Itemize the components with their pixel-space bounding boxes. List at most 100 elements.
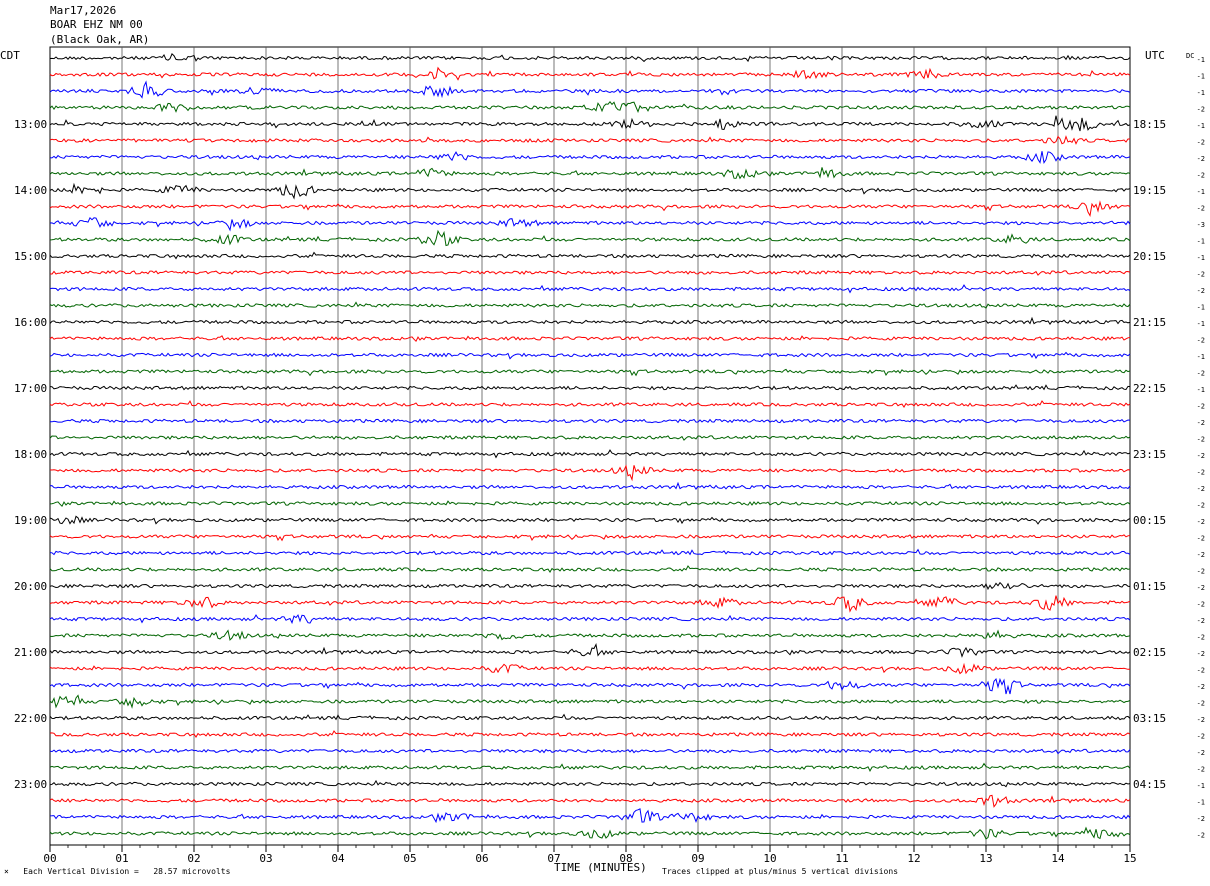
- dc-offset-label: -1: [1197, 386, 1205, 394]
- dc-offset-label: -2: [1197, 832, 1205, 840]
- seismic-trace: [50, 418, 1131, 424]
- dc-offset-label: -2: [1197, 568, 1205, 576]
- dc-offset-label: -2: [1197, 271, 1205, 279]
- dc-offset-label: -2: [1197, 518, 1205, 526]
- seismic-trace: [49, 115, 1131, 132]
- dc-offset-label: -2: [1197, 106, 1205, 114]
- dc-offset-label: -2: [1197, 139, 1205, 147]
- right-hour-label: 22:15: [1133, 382, 1166, 395]
- station-location: (Black Oak, AR): [50, 33, 150, 46]
- seismic-trace: [49, 533, 1131, 542]
- seismic-trace: [49, 229, 1131, 247]
- left-hour-label: 23:00: [14, 778, 47, 791]
- x-axis-title: TIME (MINUTES): [554, 861, 647, 874]
- left-timezone-label: CDT: [0, 49, 20, 62]
- dc-offset-label: -2: [1197, 403, 1205, 411]
- x-tick-label: 13: [979, 852, 992, 865]
- seismic-trace: [49, 464, 1131, 482]
- left-hour-label: 15:00: [14, 250, 47, 263]
- seismic-trace: [49, 182, 1131, 200]
- seismic-trace: [49, 694, 1131, 709]
- seismic-trace: [49, 713, 1131, 721]
- right-hour-label: 01:15: [1133, 580, 1166, 593]
- dc-offset-label: -2: [1197, 502, 1205, 510]
- clipping-note: Traces clipped at plus/minus 5 vertical …: [662, 867, 899, 876]
- plot-frame: [49, 46, 1131, 846]
- station-code: BOAR EHZ NM 00: [50, 18, 143, 31]
- dc-offset-label: -2: [1197, 469, 1205, 477]
- seismic-trace: [49, 748, 1131, 755]
- seismic-trace: [49, 500, 1131, 508]
- x-tick-label: 01: [115, 852, 128, 865]
- dc-offset-label: -2: [1197, 584, 1205, 592]
- dc-offset-label: -2: [1197, 172, 1205, 180]
- vertical-division-note: × Each Vertical Division = 28.57 microvo…: [4, 866, 230, 878]
- left-hour-label: 16:00: [14, 316, 47, 329]
- dc-offset-label: -1: [1197, 238, 1205, 246]
- dc-offset-label: -1: [1197, 782, 1205, 790]
- x-tick-label: 15: [1123, 852, 1136, 865]
- dc-offset-label: -1: [1197, 799, 1205, 807]
- x-tick-label: 08: [619, 852, 632, 865]
- left-hour-label: 18:00: [14, 448, 47, 461]
- plot-date: Mar17,2026: [50, 4, 117, 17]
- dc-offset-label: -2: [1197, 436, 1205, 444]
- left-hour-label: 19:00: [14, 514, 47, 527]
- left-hour-label: 20:00: [14, 580, 47, 593]
- seismic-trace: [49, 400, 1131, 408]
- seismic-trace: [49, 794, 1131, 808]
- x-tick-label: 14: [1051, 852, 1065, 865]
- seismic-trace: [49, 316, 1131, 325]
- seismic-trace: [49, 515, 1131, 525]
- seismic-trace: [49, 481, 1131, 490]
- x-tick-label: 04: [331, 852, 345, 865]
- seismic-trace: [49, 762, 1131, 772]
- x-tick-label: 10: [763, 852, 776, 865]
- x-tick-label: 05: [403, 852, 416, 865]
- seismic-trace: [49, 80, 1131, 99]
- dc-offset-label: -2: [1197, 700, 1205, 708]
- right-hour-label: 02:15: [1133, 646, 1166, 659]
- seismic-trace: [49, 216, 1131, 232]
- dc-offset-label: -1: [1197, 188, 1205, 196]
- dc-offset-label: -2: [1197, 815, 1205, 823]
- seismic-trace: [49, 301, 1131, 309]
- dc-offset-label: -2: [1197, 155, 1205, 163]
- dc-offset-label: -1: [1197, 254, 1205, 262]
- seismic-trace: [49, 53, 1131, 63]
- dc-offset-label: -2: [1197, 749, 1205, 757]
- dc-offset-header: DC: [1186, 52, 1195, 60]
- left-hour-label: 17:00: [14, 382, 47, 395]
- seismic-trace: [49, 614, 1131, 625]
- x-tick-label: 12: [907, 852, 920, 865]
- right-hour-label: 04:15: [1133, 778, 1166, 791]
- seismic-trace: [49, 779, 1131, 788]
- seismic-trace: [49, 368, 1131, 377]
- seismic-trace: [49, 335, 1131, 343]
- dc-offset-label: -2: [1197, 634, 1205, 642]
- dc-offset-label: -1: [1197, 73, 1205, 81]
- right-hour-label: 19:15: [1133, 184, 1166, 197]
- seismic-trace: [49, 595, 1131, 613]
- dc-offset-label: -2: [1197, 667, 1205, 675]
- dc-offset-label: -1: [1197, 304, 1205, 312]
- seismic-trace: [49, 135, 1130, 145]
- dc-offset-label: -2: [1197, 551, 1205, 559]
- dc-offset-label: -2: [1197, 766, 1205, 774]
- dc-offset-label: -2: [1197, 617, 1205, 625]
- right-hour-label: 21:15: [1133, 316, 1166, 329]
- seismic-trace: [49, 548, 1131, 556]
- right-hour-label: 18:15: [1133, 118, 1166, 131]
- dc-offset-label: -2: [1197, 601, 1205, 609]
- dc-offset-label: -2: [1197, 650, 1205, 658]
- x-tick-label: 02: [187, 852, 200, 865]
- dc-offset-label: -2: [1197, 733, 1205, 741]
- dc-offset-label: -1: [1197, 353, 1205, 361]
- left-hour-label: 13:00: [14, 118, 47, 131]
- right-hour-label: 00:15: [1133, 514, 1166, 527]
- seismic-trace: [49, 629, 1131, 641]
- seismic-trace: [49, 384, 1131, 391]
- seismic-trace: [49, 581, 1131, 591]
- dc-offset-label: -2: [1197, 205, 1205, 213]
- dc-offset-label: -2: [1197, 452, 1205, 460]
